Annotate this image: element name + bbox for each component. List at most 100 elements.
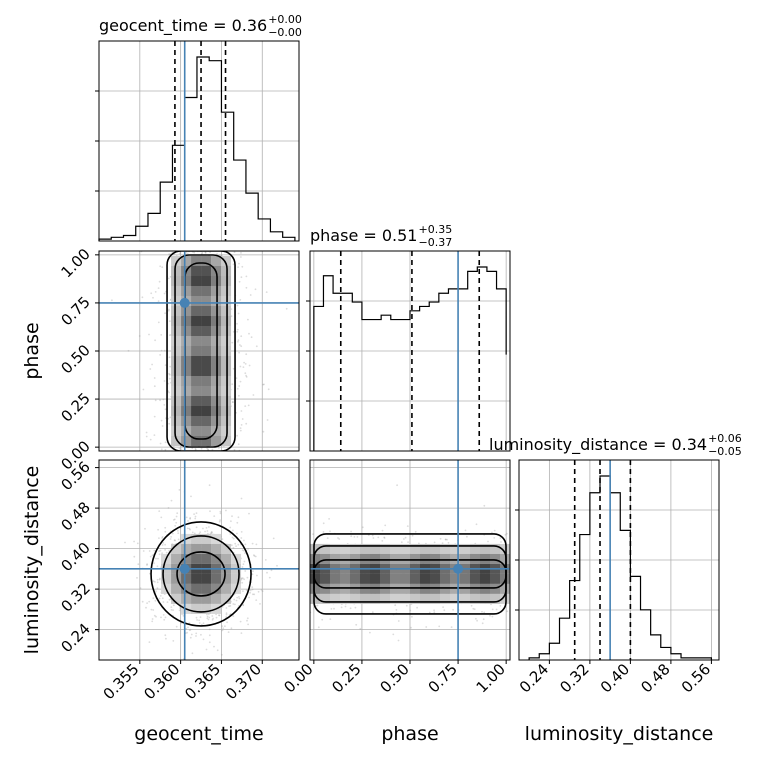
histogram-geocent_time (98, 56, 296, 241)
sample-point (268, 576, 271, 579)
sample-point (418, 542, 420, 545)
sample-point (206, 617, 209, 620)
sample-point (251, 573, 254, 576)
truth-point (179, 297, 190, 308)
sample-point (124, 541, 126, 544)
sample-point (392, 633, 395, 636)
sample-point (158, 510, 161, 512)
sample-point (171, 532, 174, 535)
sample-point (148, 600, 151, 603)
sample-point (383, 537, 386, 539)
sample-point (173, 518, 176, 521)
sample-point (333, 607, 335, 610)
density-cell (201, 326, 212, 336)
sample-point (170, 536, 173, 538)
sample-point (179, 607, 181, 609)
density-cell (450, 593, 460, 604)
sample-point (163, 380, 166, 382)
density-cell (450, 573, 460, 584)
sample-point (193, 532, 196, 535)
sample-point (407, 541, 409, 543)
sample-point (175, 515, 178, 518)
pair-content (99, 460, 299, 660)
sample-point (244, 363, 247, 365)
sample-point (164, 448, 167, 451)
sample-point (145, 435, 148, 438)
sample-point (239, 344, 241, 346)
sample-point (202, 527, 204, 530)
sample-point (193, 513, 196, 515)
sample-point (244, 570, 247, 572)
density-cell (340, 553, 350, 564)
density-cell (400, 593, 410, 604)
contour-level-1 (162, 535, 240, 613)
sample-point (162, 601, 165, 603)
sample-point (195, 512, 198, 514)
sample-point (159, 595, 162, 597)
sample-point (359, 627, 362, 630)
sample-point (322, 522, 325, 525)
sample-point (221, 629, 224, 632)
density-cell (171, 583, 182, 594)
sample-point (186, 631, 189, 634)
sample-point (483, 611, 486, 614)
sample-point (136, 542, 139, 545)
title-plus: +0.00 (268, 13, 302, 26)
density-cell (310, 583, 320, 594)
x-tick-label-phase: 0.25 (328, 660, 364, 696)
sample-point (475, 523, 478, 526)
sample-point (416, 606, 418, 609)
sample-point (161, 425, 164, 427)
density-cell (330, 553, 340, 564)
sample-point (189, 628, 192, 631)
x-tick-label-phase: 0.00 (280, 660, 316, 696)
density-cell (181, 356, 192, 366)
sample-point (232, 546, 235, 549)
sample-point (384, 524, 387, 527)
density-cell (221, 553, 232, 564)
sample-point (262, 430, 265, 433)
density-cell (171, 316, 182, 326)
sample-point (270, 569, 273, 572)
sample-point (178, 609, 181, 612)
sample-point (237, 543, 240, 546)
sample-point (328, 518, 330, 520)
density-cell (470, 543, 480, 554)
density-cell (221, 336, 232, 346)
sample-point (395, 609, 398, 611)
sample-point (404, 536, 407, 539)
sample-point (153, 415, 156, 418)
sample-point (251, 586, 254, 588)
sample-point (255, 599, 258, 601)
density-cell (181, 583, 192, 594)
sample-point (159, 549, 162, 552)
density-cell (320, 583, 330, 594)
sample-point (154, 339, 157, 342)
density-cell (330, 593, 340, 604)
density-cell (171, 356, 182, 366)
sample-point (236, 521, 239, 524)
sample-point (189, 636, 192, 639)
sample-point (489, 614, 491, 617)
density-cell (201, 276, 212, 286)
density-cell (191, 583, 202, 594)
sample-point (185, 627, 188, 630)
contour-level-2 (176, 551, 226, 597)
density-cell (211, 366, 222, 376)
density-cell (340, 573, 350, 584)
sample-point (247, 318, 249, 321)
density-cell (181, 543, 192, 554)
density-cell (350, 593, 360, 604)
density-cell (360, 543, 370, 554)
density-cell (171, 256, 182, 266)
sample-point (499, 537, 502, 539)
sample-point (165, 551, 168, 554)
density-cell (181, 326, 192, 336)
sample-point (146, 564, 148, 566)
sample-point (409, 609, 412, 612)
density-cell (460, 583, 470, 594)
sample-point (506, 610, 509, 613)
sample-point (201, 251, 204, 254)
density-cell (171, 406, 182, 416)
x-axis-label-luminosity_distance: luminosity_distance (525, 723, 714, 745)
